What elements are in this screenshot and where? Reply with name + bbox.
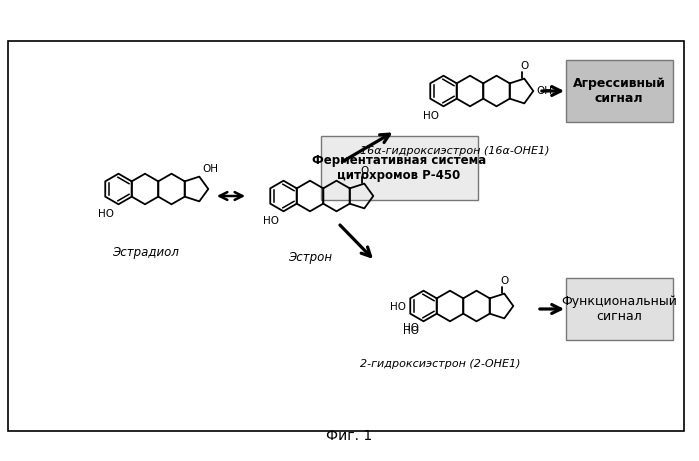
FancyBboxPatch shape xyxy=(321,136,478,200)
Text: HO: HO xyxy=(390,301,406,312)
Text: HO: HO xyxy=(403,326,419,337)
Text: 16α-гидроксиэстрон (16α-ОНЕ1): 16α-гидроксиэстрон (16α-ОНЕ1) xyxy=(360,146,549,156)
Text: O: O xyxy=(500,276,508,286)
Text: Фиг. 1: Фиг. 1 xyxy=(326,429,372,443)
Text: HO: HO xyxy=(403,323,419,333)
Text: 2-гидроксиэстрон (2-ОНЕ1): 2-гидроксиэстрон (2-ОНЕ1) xyxy=(360,359,520,369)
FancyBboxPatch shape xyxy=(566,60,673,122)
Text: Агрессивный
сигнал: Агрессивный сигнал xyxy=(572,77,665,105)
Text: OH: OH xyxy=(536,86,552,96)
Bar xyxy=(8,41,684,431)
Text: Эстрадиол: Эстрадиол xyxy=(112,246,178,259)
Text: HO: HO xyxy=(264,216,280,226)
Text: HO: HO xyxy=(424,111,440,121)
Text: HO: HO xyxy=(99,209,115,219)
Text: OH: OH xyxy=(202,164,218,174)
Text: Функциональный
сигнал: Функциональный сигнал xyxy=(561,295,677,323)
Text: O: O xyxy=(360,165,368,176)
FancyBboxPatch shape xyxy=(566,278,673,340)
Text: Эстрон: Эстрон xyxy=(288,251,332,264)
Text: Ферментативная система
цитохромов Р-450: Ферментативная система цитохромов Р-450 xyxy=(312,154,486,182)
Text: O: O xyxy=(520,61,528,71)
